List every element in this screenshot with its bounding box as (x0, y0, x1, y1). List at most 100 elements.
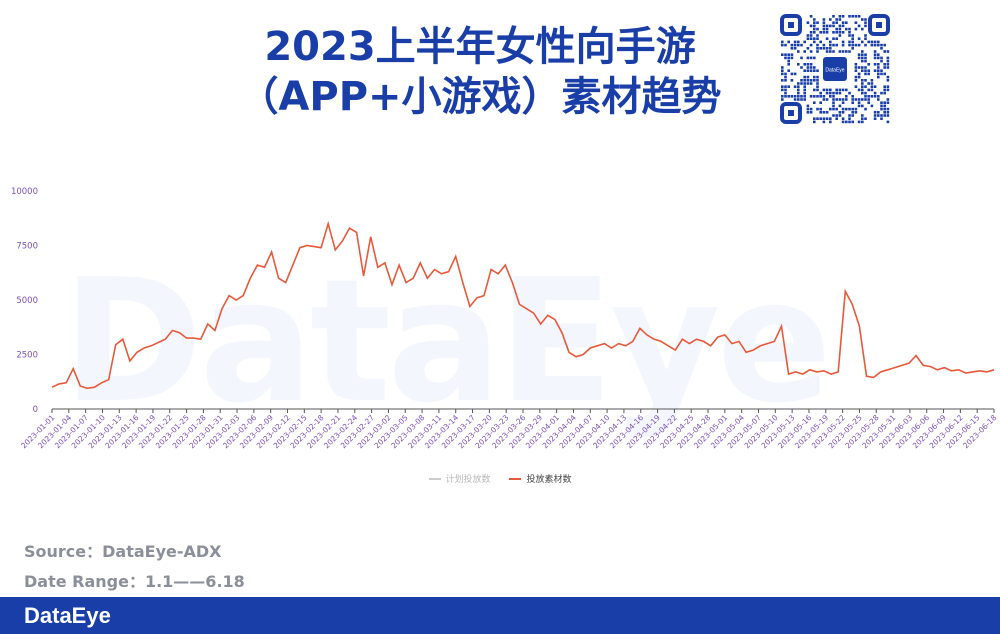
qr-module (886, 98, 890, 101)
qr-module (809, 24, 813, 28)
qr-module (816, 27, 819, 31)
qr-module (809, 50, 813, 53)
qr-module (829, 50, 832, 53)
qr-module (806, 79, 810, 82)
qr-module (867, 95, 870, 98)
qr-module (793, 98, 797, 101)
qr-module (867, 63, 870, 66)
qr-module (886, 63, 890, 66)
qr-module (861, 18, 864, 21)
qr-module (861, 114, 864, 117)
qr-module (845, 27, 848, 31)
qr-module (857, 75, 861, 79)
qr-module (857, 56, 861, 60)
qr-module (813, 27, 816, 31)
qr-module (797, 82, 800, 85)
qr-module (809, 43, 813, 47)
qr-module (851, 111, 854, 114)
qr-module (886, 79, 890, 82)
qr-module (787, 63, 790, 66)
qr-module (851, 15, 854, 18)
qr-module (832, 15, 835, 18)
qr-module (832, 43, 835, 47)
y-tick-label: 7500 (16, 242, 38, 252)
qr-module (806, 56, 810, 60)
qr-module (873, 91, 877, 95)
qr-module (784, 88, 787, 92)
qr-module (787, 53, 790, 56)
qr-module (861, 85, 864, 88)
qr-module (813, 79, 816, 82)
footer-brand-logo: DataEye (24, 603, 111, 628)
qr-module (813, 37, 816, 40)
qr-module (854, 21, 858, 24)
qr-module (857, 15, 861, 18)
qr-module (883, 91, 886, 95)
qr-module (861, 88, 864, 92)
qr-module (838, 114, 842, 117)
qr-module (838, 50, 842, 53)
legend-swatch-plans (428, 477, 441, 480)
qr-module (809, 34, 813, 37)
qr-module (857, 66, 861, 69)
qr-module (877, 43, 880, 47)
qr-module (832, 95, 835, 98)
page-title: 2023上半年女性向手游 （APP+小游戏）素材趋势 (200, 22, 760, 122)
qr-module (813, 56, 816, 60)
qr-module (835, 91, 838, 95)
qr-module (813, 88, 816, 92)
qr-module (880, 47, 883, 50)
qr-module (851, 98, 854, 101)
qr-module (816, 117, 819, 120)
qr-module (809, 107, 813, 111)
qr-module (806, 75, 810, 79)
qr-module (854, 111, 858, 114)
qr-module (813, 18, 816, 21)
qr-module (877, 63, 880, 66)
qr-module (790, 47, 794, 50)
qr-module (851, 40, 854, 44)
qr-module (841, 24, 845, 28)
qr-module (841, 43, 845, 47)
qr-module (797, 85, 800, 88)
qr-module (835, 21, 838, 24)
qr-module (877, 53, 880, 56)
qr-module (870, 40, 874, 44)
qr-module (803, 91, 806, 95)
qr-module (841, 117, 845, 120)
qr-module (806, 111, 810, 114)
qr-module (813, 69, 816, 72)
qr-module (854, 69, 858, 72)
qr-module (857, 43, 861, 47)
qr-module (806, 34, 810, 37)
qr-module (845, 107, 848, 111)
qr-module (841, 15, 845, 18)
qr-module (784, 95, 787, 98)
qr-module (880, 104, 883, 108)
qr-module (877, 75, 880, 79)
qr-code[interactable]: DataEye (778, 12, 892, 126)
qr-module (800, 98, 803, 101)
qr-module (848, 15, 851, 18)
qr-module (867, 98, 870, 101)
qr-module (829, 120, 832, 124)
qr-module (861, 40, 864, 44)
qr-logo-text: DataEye (825, 68, 844, 74)
qr-module (781, 43, 784, 47)
qr-module (822, 31, 826, 34)
qr-module (813, 24, 816, 28)
legend-item-plans[interactable]: 计划投放数 (428, 472, 491, 485)
qr-module (864, 79, 867, 82)
qr-module (873, 40, 877, 44)
qr-finder-bottom-left (780, 102, 802, 124)
qr-module (787, 56, 790, 60)
qr-module (851, 43, 854, 47)
qr-module (841, 21, 845, 24)
qr-module (854, 15, 858, 18)
qr-module (829, 117, 832, 120)
qr-module (816, 82, 819, 85)
qr-module (880, 114, 883, 117)
title-line-1: 2023上半年女性向手游 (264, 24, 696, 70)
qr-module (835, 27, 838, 31)
legend-item-materials[interactable]: 投放素材数 (509, 472, 571, 485)
